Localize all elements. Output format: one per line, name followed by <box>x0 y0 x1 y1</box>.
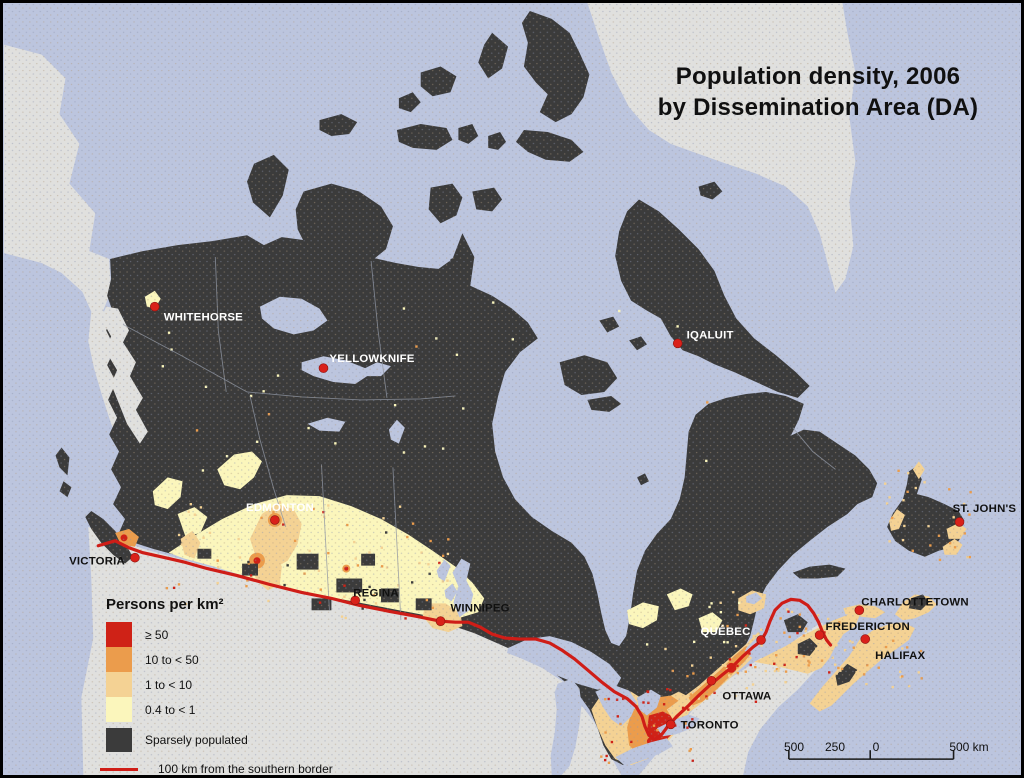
city-dot-victoria <box>130 552 140 563</box>
legend-sparse-row: Sparsely populated <box>106 728 333 752</box>
city-label-toronto: TORONTO <box>681 719 739 731</box>
city-label-regina: REGINA <box>353 587 399 599</box>
city-dot-fredericton <box>814 630 825 640</box>
city-dot-winnipeg <box>435 616 446 626</box>
stipple-texture <box>3 3 1021 775</box>
city-label-halifax: HALIFAX <box>875 650 925 662</box>
city-dot-whitehorse <box>150 301 160 312</box>
city-label-edmonton: EDMONTON <box>246 502 314 514</box>
city-dot-regina <box>350 595 360 606</box>
legend-sparse-label: Sparsely populated <box>145 733 248 747</box>
cities-layer: WHITEHORSE YELLOWKNIFE IQALUIT EDMONTON VICT… <box>69 301 1017 731</box>
legend-class-swatch <box>106 622 132 647</box>
legend-class-swatch <box>106 697 132 722</box>
city-dot-edmonton <box>270 515 280 525</box>
city-dot-st-john-s <box>954 517 965 527</box>
city-dot-yellowknife <box>318 363 329 373</box>
canada-map-canvas: WHITEHORSE YELLOWKNIFE IQALUIT EDMONTON VICT… <box>3 3 1021 775</box>
map-legend: Persons per km² ≥ 50 10 to < 50 1 to < 10 0… <box>100 596 333 776</box>
legend-borderline-row: 100 km from the southern border <box>100 762 333 776</box>
map-title-line2: by Dissemination Area (DA) <box>657 94 979 121</box>
legend-class-row: 1 to < 10 <box>106 672 333 697</box>
city-dot-halifax <box>860 634 871 644</box>
legend-class-label: 0.4 to < 1 <box>145 702 196 717</box>
city-label-ottawa: OTTAWA <box>722 691 771 703</box>
city-dot-qu-bec <box>756 635 766 645</box>
city-label-yellowknife: YELLOWKNIFE <box>329 353 414 365</box>
scale-label: 500 km <box>949 740 989 754</box>
city-dot-charlottetown <box>854 605 865 616</box>
legend-header: Persons per km² <box>106 596 224 613</box>
scale-label: 500 <box>783 740 805 754</box>
sparse-swatch <box>106 728 132 752</box>
city-label-victoria: VICTORIA <box>69 556 125 568</box>
legend-borderline-label: 100 km from the southern border <box>158 762 333 776</box>
legend-class-label: ≥ 50 <box>145 627 169 642</box>
legend-class-label: 1 to < 10 <box>145 677 193 692</box>
legend-class-row: ≥ 50 <box>106 622 333 647</box>
city-dot-toronto <box>666 719 676 730</box>
map-title-line1: Population density, 2006 <box>675 63 961 90</box>
city-label-iqaluit: IQALUIT <box>687 329 734 341</box>
scale-label: 0 <box>872 740 880 754</box>
legend-class-label: 10 to < 50 <box>145 652 199 667</box>
city-label-charlottetown: CHARLOTTETOWN <box>861 596 969 608</box>
legend-class-swatch <box>106 672 132 697</box>
southern-border-100km-line <box>96 539 833 741</box>
legend-class-swatch <box>106 647 132 672</box>
city-label-fredericton: FREDERICTON <box>826 621 910 633</box>
city-label-winnipeg: WINNIPEG <box>450 602 509 614</box>
legend-class-row: 0.4 to < 1 <box>106 697 333 722</box>
city-label-qu-bec: QUÉBEC <box>701 625 751 638</box>
legend-classes: ≥ 50 10 to < 50 1 to < 10 0.4 to < 1 <box>106 622 333 722</box>
city-label-st-john-s: ST. JOHN'S <box>953 503 1017 515</box>
city-dot-iqaluit <box>672 338 683 349</box>
scale-label: 250 <box>824 740 846 754</box>
legend-class-row: 10 to < 50 <box>106 647 333 672</box>
city-label-whitehorse: WHITEHORSE <box>164 312 243 324</box>
city-dot-ottawa <box>706 675 717 686</box>
scale-bar <box>788 750 955 760</box>
border-line-swatch <box>100 767 138 771</box>
map-title: Population density, 2006 by Disseminatio… <box>631 61 1005 123</box>
